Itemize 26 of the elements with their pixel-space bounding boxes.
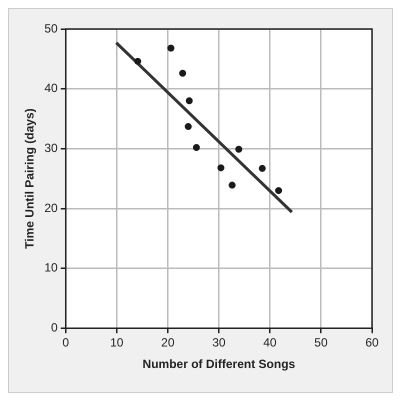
x-tick-label: 0 (62, 336, 70, 350)
point (184, 123, 192, 130)
x-tick-label: 60 (365, 336, 379, 350)
y-tick-label: 30 (44, 140, 58, 155)
x-tick-label: 30 (212, 336, 226, 350)
point (179, 70, 186, 77)
x-axis-title: Number of Different Songs (142, 357, 296, 372)
point (275, 187, 282, 194)
x-tick-label: 20 (161, 336, 175, 350)
x-tick-label: 50 (314, 336, 328, 350)
point (235, 146, 242, 153)
point (228, 182, 236, 189)
y-tick-label: 10 (44, 260, 58, 275)
point (167, 44, 174, 52)
point (134, 58, 142, 65)
y-tick-label: 0 (51, 320, 58, 335)
y-tick-label: 40 (44, 81, 58, 96)
point (217, 164, 224, 172)
point (258, 164, 266, 172)
y-axis-title: Time Until Pairing (days) (22, 108, 37, 249)
point (192, 144, 200, 151)
y-tick-label: 20 (44, 200, 58, 215)
x-tick-label: 40 (263, 336, 277, 350)
point (186, 97, 193, 104)
y-tick-label: 50 (44, 21, 58, 36)
x-tick-label: 10 (110, 336, 124, 350)
